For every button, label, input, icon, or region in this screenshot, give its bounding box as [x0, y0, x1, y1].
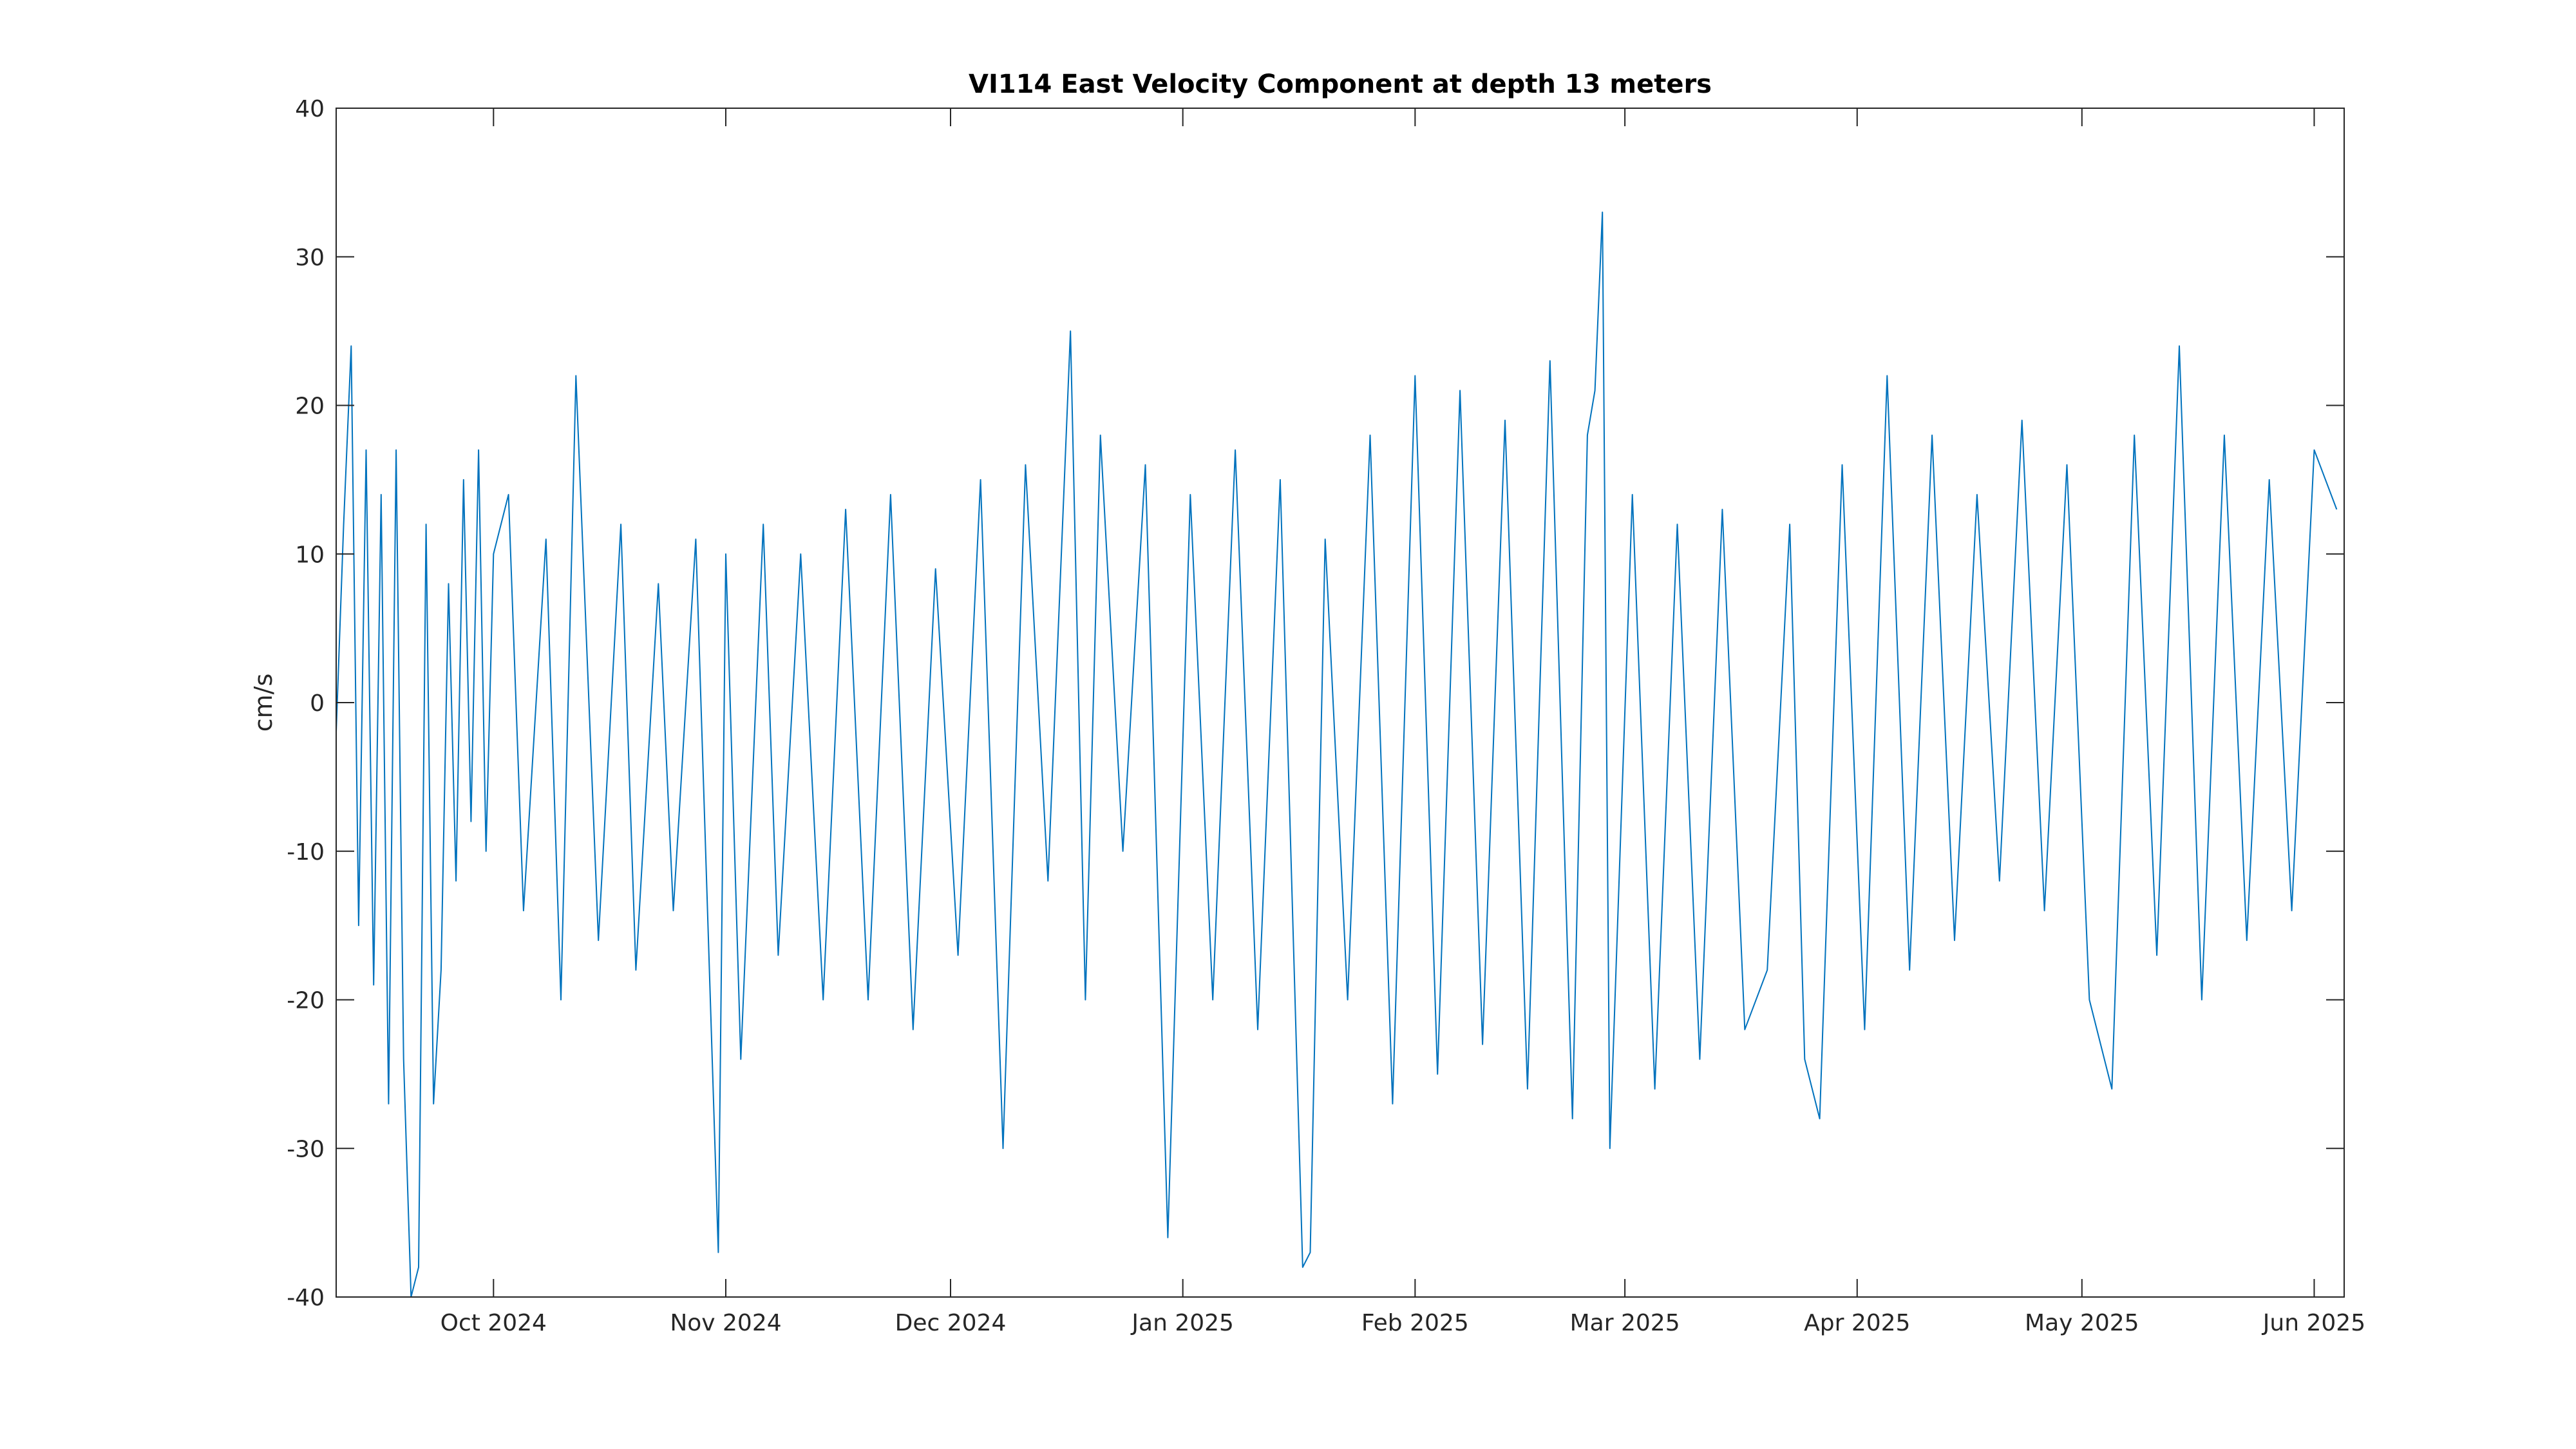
y-tick-label: 0: [310, 690, 325, 717]
x-tick-label: Mar 2025: [1570, 1310, 1680, 1336]
series-layer: [336, 211, 2338, 1298]
plot-area: [336, 108, 2344, 1297]
x-tick-label: Jan 2025: [1130, 1310, 1234, 1336]
y-tick-label: -30: [287, 1136, 325, 1162]
x-axis: Oct 2024 Nov 2024 Dec 2024 Jan 2025 Feb 2025…: [440, 108, 2365, 1336]
y-axis: -40 -30 -20 -10 0 10 20 30 40: [287, 96, 2344, 1311]
y-tick-label: -40: [287, 1285, 325, 1311]
y-tick-label: 40: [295, 96, 325, 122]
chart-title: VI114 East Velocity Component at depth 1…: [969, 70, 1712, 99]
x-tick-label: May 2025: [2025, 1310, 2139, 1336]
y-tick-label: -20: [287, 988, 325, 1014]
x-tick-label: Oct 2024: [440, 1310, 547, 1336]
series-line: [336, 211, 2338, 1298]
y-axis-label: cm/s: [249, 674, 278, 732]
y-tick-label: -10: [287, 839, 325, 866]
y-tick-label: 10: [295, 542, 325, 568]
x-tick-label: Dec 2024: [895, 1310, 1007, 1336]
x-tick-label: Nov 2024: [670, 1310, 781, 1336]
y-tick-label: 30: [295, 245, 325, 271]
x-tick-label: Feb 2025: [1361, 1310, 1469, 1336]
y-tick-label: 20: [295, 393, 325, 420]
x-tick-label: Apr 2025: [1804, 1310, 1910, 1336]
x-tick-label: Jun 2025: [2262, 1310, 2365, 1336]
